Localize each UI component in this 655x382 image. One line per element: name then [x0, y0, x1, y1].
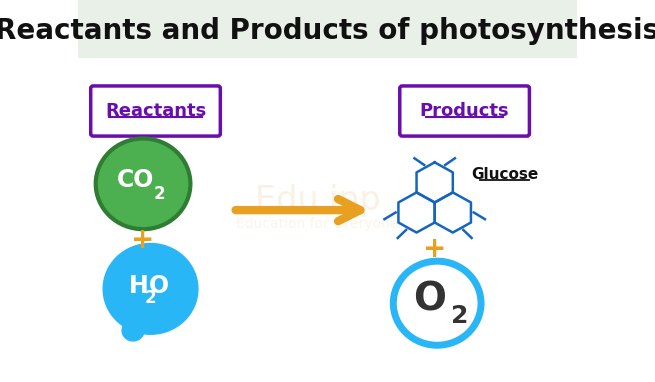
- Circle shape: [122, 320, 144, 341]
- Circle shape: [103, 244, 198, 334]
- Circle shape: [96, 139, 191, 229]
- Text: +: +: [132, 226, 155, 254]
- Text: Reactants and Products of photosynthesis: Reactants and Products of photosynthesis: [0, 17, 655, 45]
- Text: O: O: [149, 274, 169, 298]
- Bar: [78, 0, 577, 57]
- FancyBboxPatch shape: [400, 86, 529, 136]
- Text: CO: CO: [117, 168, 155, 193]
- Text: O: O: [413, 281, 446, 319]
- Text: Edu inp: Edu inp: [255, 184, 381, 217]
- Text: Products: Products: [420, 102, 510, 120]
- Text: +: +: [423, 235, 446, 263]
- Text: Education for everyone: Education for everyone: [236, 217, 399, 231]
- Text: 2: 2: [154, 185, 165, 203]
- Text: H: H: [129, 274, 149, 298]
- Text: Glucose: Glucose: [471, 167, 538, 182]
- Text: 2: 2: [451, 304, 468, 328]
- Text: 2: 2: [144, 289, 156, 307]
- Text: Reactants: Reactants: [105, 102, 206, 120]
- FancyBboxPatch shape: [90, 86, 220, 136]
